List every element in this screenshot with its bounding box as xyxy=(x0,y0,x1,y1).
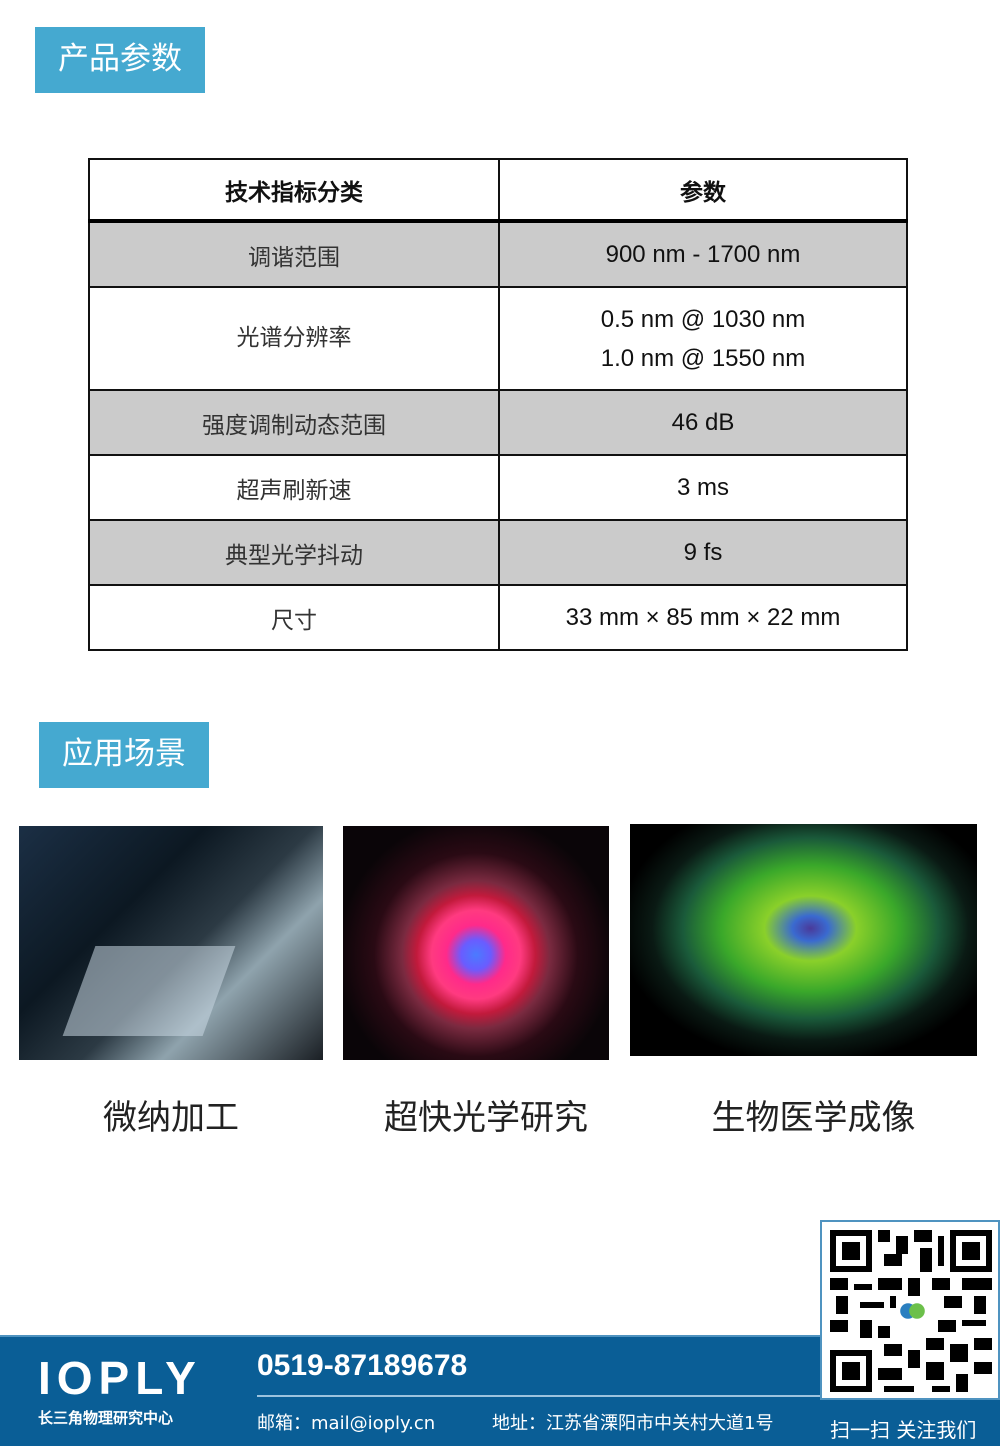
logo: IOPLY xyxy=(38,1352,202,1404)
qr-code xyxy=(820,1220,1000,1400)
row-label: 光谱分辨率 xyxy=(88,286,500,391)
row-label: 尺寸 xyxy=(88,584,500,651)
qr-code-icon xyxy=(830,1230,992,1392)
header-category: 技术指标分类 xyxy=(88,158,500,223)
biomedical-imaging-image xyxy=(630,824,977,1056)
micro-nano-fabrication-image xyxy=(19,826,323,1060)
application-caption: 微纳加工 xyxy=(103,1098,239,1138)
table-row: 强度调制动态范围 46 dB xyxy=(88,389,908,456)
ultrafast-optics-image xyxy=(343,826,609,1060)
application-caption: 超快光学研究 xyxy=(384,1098,588,1138)
row-value-line: 1.0 nm @ 1550 nm xyxy=(600,344,806,372)
section-title-params: 产品参数 xyxy=(35,27,205,93)
row-value: 46 dB xyxy=(498,389,908,456)
email: 邮箱：mail@ioply.cn xyxy=(257,1413,436,1434)
row-value: 3 ms xyxy=(498,454,908,521)
section-title-applications: 应用场景 xyxy=(39,722,209,788)
table-row: 典型光学抖动 9 fs xyxy=(88,519,908,586)
table-header-row: 技术指标分类 参数 xyxy=(88,158,908,223)
logo-subtitle: 长三角物理研究中心 xyxy=(38,1409,174,1427)
application-caption: 生物医学成像 xyxy=(711,1098,916,1138)
table-row: 尺寸 33 mm × 85 mm × 22 mm xyxy=(88,584,908,651)
table-row: 超声刷新速 3 ms xyxy=(88,454,908,521)
table-row: 调谐范围 900 nm - 1700 nm xyxy=(88,220,908,288)
row-label: 调谐范围 xyxy=(88,220,500,288)
row-value: 33 mm × 85 mm × 22 mm xyxy=(498,584,908,651)
row-value: 900 nm - 1700 nm xyxy=(498,220,908,288)
row-value-line: 0.5 nm @ 1030 nm xyxy=(600,305,806,333)
row-value: 9 fs xyxy=(498,519,908,586)
row-label: 典型光学抖动 xyxy=(88,519,500,586)
divider xyxy=(257,1395,820,1397)
row-value: 0.5 nm @ 1030 nm 1.0 nm @ 1550 nm xyxy=(498,286,908,391)
header-value: 参数 xyxy=(498,158,908,223)
row-label: 超声刷新速 xyxy=(88,454,500,521)
address: 地址：江苏省溧阳市中关村大道1号 xyxy=(492,1413,774,1434)
phone-number: 0519-87189678 xyxy=(257,1349,468,1382)
table-row: 光谱分辨率 0.5 nm @ 1030 nm 1.0 nm @ 1550 nm xyxy=(88,286,908,391)
spec-table: 技术指标分类 参数 调谐范围 900 nm - 1700 nm 光谱分辨率 0.… xyxy=(88,158,908,651)
row-label: 强度调制动态范围 xyxy=(88,389,500,456)
qr-caption: 扫一扫 关注我们 xyxy=(830,1418,977,1442)
